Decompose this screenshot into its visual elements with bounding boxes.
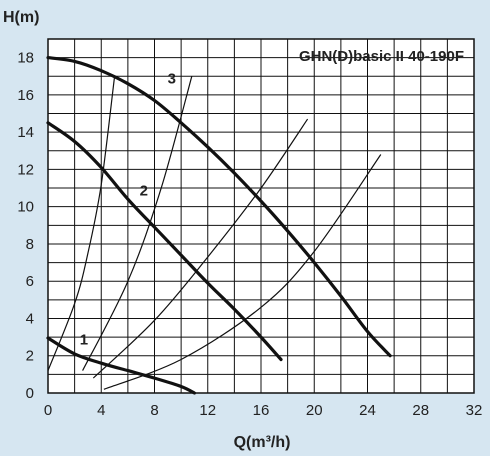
system-curve xyxy=(103,154,382,390)
y-tick-label: 12 xyxy=(17,161,34,178)
chart-title: GHN(D)basic II 40-190F xyxy=(299,48,464,65)
x-tick-label: 28 xyxy=(412,402,429,419)
x-tick-label: 8 xyxy=(150,402,158,419)
y-axis-title: H(m) xyxy=(3,9,39,26)
y-tick-label: 4 xyxy=(26,310,34,327)
y-tick-label: 14 xyxy=(17,124,34,141)
pump-curve-3 xyxy=(46,56,392,358)
x-tick-label: 32 xyxy=(466,402,483,419)
x-tick-label: 12 xyxy=(199,402,216,419)
y-tick-label: 16 xyxy=(17,87,34,104)
y-tick-label: 10 xyxy=(17,199,34,216)
pump-curves xyxy=(46,56,392,395)
curve-label-3: 3 xyxy=(168,71,176,88)
grid xyxy=(47,38,475,394)
x-tick-label: 16 xyxy=(253,402,270,419)
y-tick-label: 0 xyxy=(26,385,34,402)
y-tick-label: 6 xyxy=(26,273,34,290)
system-curve xyxy=(82,76,193,371)
plot-frame xyxy=(47,38,475,394)
system-curve xyxy=(47,76,116,371)
curve-label-2: 2 xyxy=(140,183,148,200)
y-tick-label: 2 xyxy=(26,348,34,365)
curve-label-1: 1 xyxy=(80,332,88,349)
x-tick-label: 4 xyxy=(97,402,105,419)
system-curve xyxy=(92,118,309,379)
y-tick-label: 18 xyxy=(17,50,34,67)
y-tick-label: 8 xyxy=(26,236,34,253)
x-tick-label: 0 xyxy=(44,402,52,419)
pump-curve-2 xyxy=(46,121,283,362)
x-tick-label: 20 xyxy=(306,402,323,419)
pump-curve-1 xyxy=(46,336,196,395)
x-axis-title: Q(m³/h) xyxy=(234,434,291,451)
labels: H(m) Q(m³/h) 0 4 8 12 16 20 24 28 32024681012141… xyxy=(3,9,482,451)
system-curves xyxy=(47,76,382,390)
x-tick-label: 24 xyxy=(359,402,376,419)
